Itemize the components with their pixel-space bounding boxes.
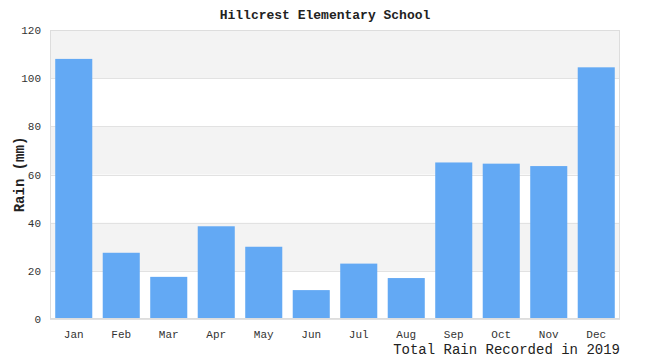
- y-tick-label: 60: [28, 170, 41, 182]
- x-tick-label: Oct: [491, 329, 511, 341]
- x-axis-label: Total Rain Recorded in 2019: [393, 342, 620, 358]
- grid-line: [50, 319, 620, 320]
- y-tick-label: 40: [28, 218, 41, 230]
- plot-background: [50, 30, 620, 319]
- bar: [340, 264, 377, 319]
- x-tick-label: Jun: [301, 329, 321, 341]
- bar: [55, 59, 92, 319]
- bars: [55, 59, 615, 319]
- x-tick-label: Jan: [64, 329, 84, 341]
- chart: 0 20 40 60 80 100 120 Jan Feb Mar Apr May Jun Jul Aug S…: [0, 0, 650, 360]
- bar: [245, 247, 282, 319]
- x-tick-label: May: [254, 329, 274, 341]
- grid-line: [50, 126, 620, 127]
- page: {"chart_data": {"type": "bar", "title": …: [0, 0, 650, 360]
- y-tick-label: 100: [21, 73, 41, 85]
- grid-band: [50, 30, 620, 78]
- grid-line: [50, 78, 620, 79]
- bar: [293, 290, 330, 319]
- x-tick-label: Sep: [444, 329, 464, 341]
- y-tick-label: 80: [28, 121, 41, 133]
- y-tick-label: 0: [34, 314, 41, 326]
- y-tick-label: 20: [28, 266, 41, 278]
- bar: [150, 277, 187, 319]
- x-tick-label: Feb: [111, 329, 131, 341]
- bar: [103, 253, 140, 319]
- x-tick-label: Dec: [586, 329, 606, 341]
- title: Hillcrest Elementary School: [220, 8, 431, 23]
- bar: [578, 67, 615, 319]
- x-tick-label: Mar: [159, 329, 179, 341]
- bar: [388, 278, 425, 319]
- bar: [198, 226, 235, 319]
- y-axis-label: Rain (mm): [12, 137, 28, 213]
- y-tick-label: 120: [21, 25, 41, 37]
- x-tick-label: Nov: [539, 329, 559, 341]
- bar: [530, 166, 567, 319]
- x-tick-label: Aug: [396, 329, 416, 341]
- x-tick-label: Apr: [206, 329, 226, 341]
- plot-frame: [51, 31, 620, 319]
- bar: [483, 164, 520, 319]
- bar: [435, 162, 472, 319]
- x-tick-label: Jul: [349, 329, 369, 341]
